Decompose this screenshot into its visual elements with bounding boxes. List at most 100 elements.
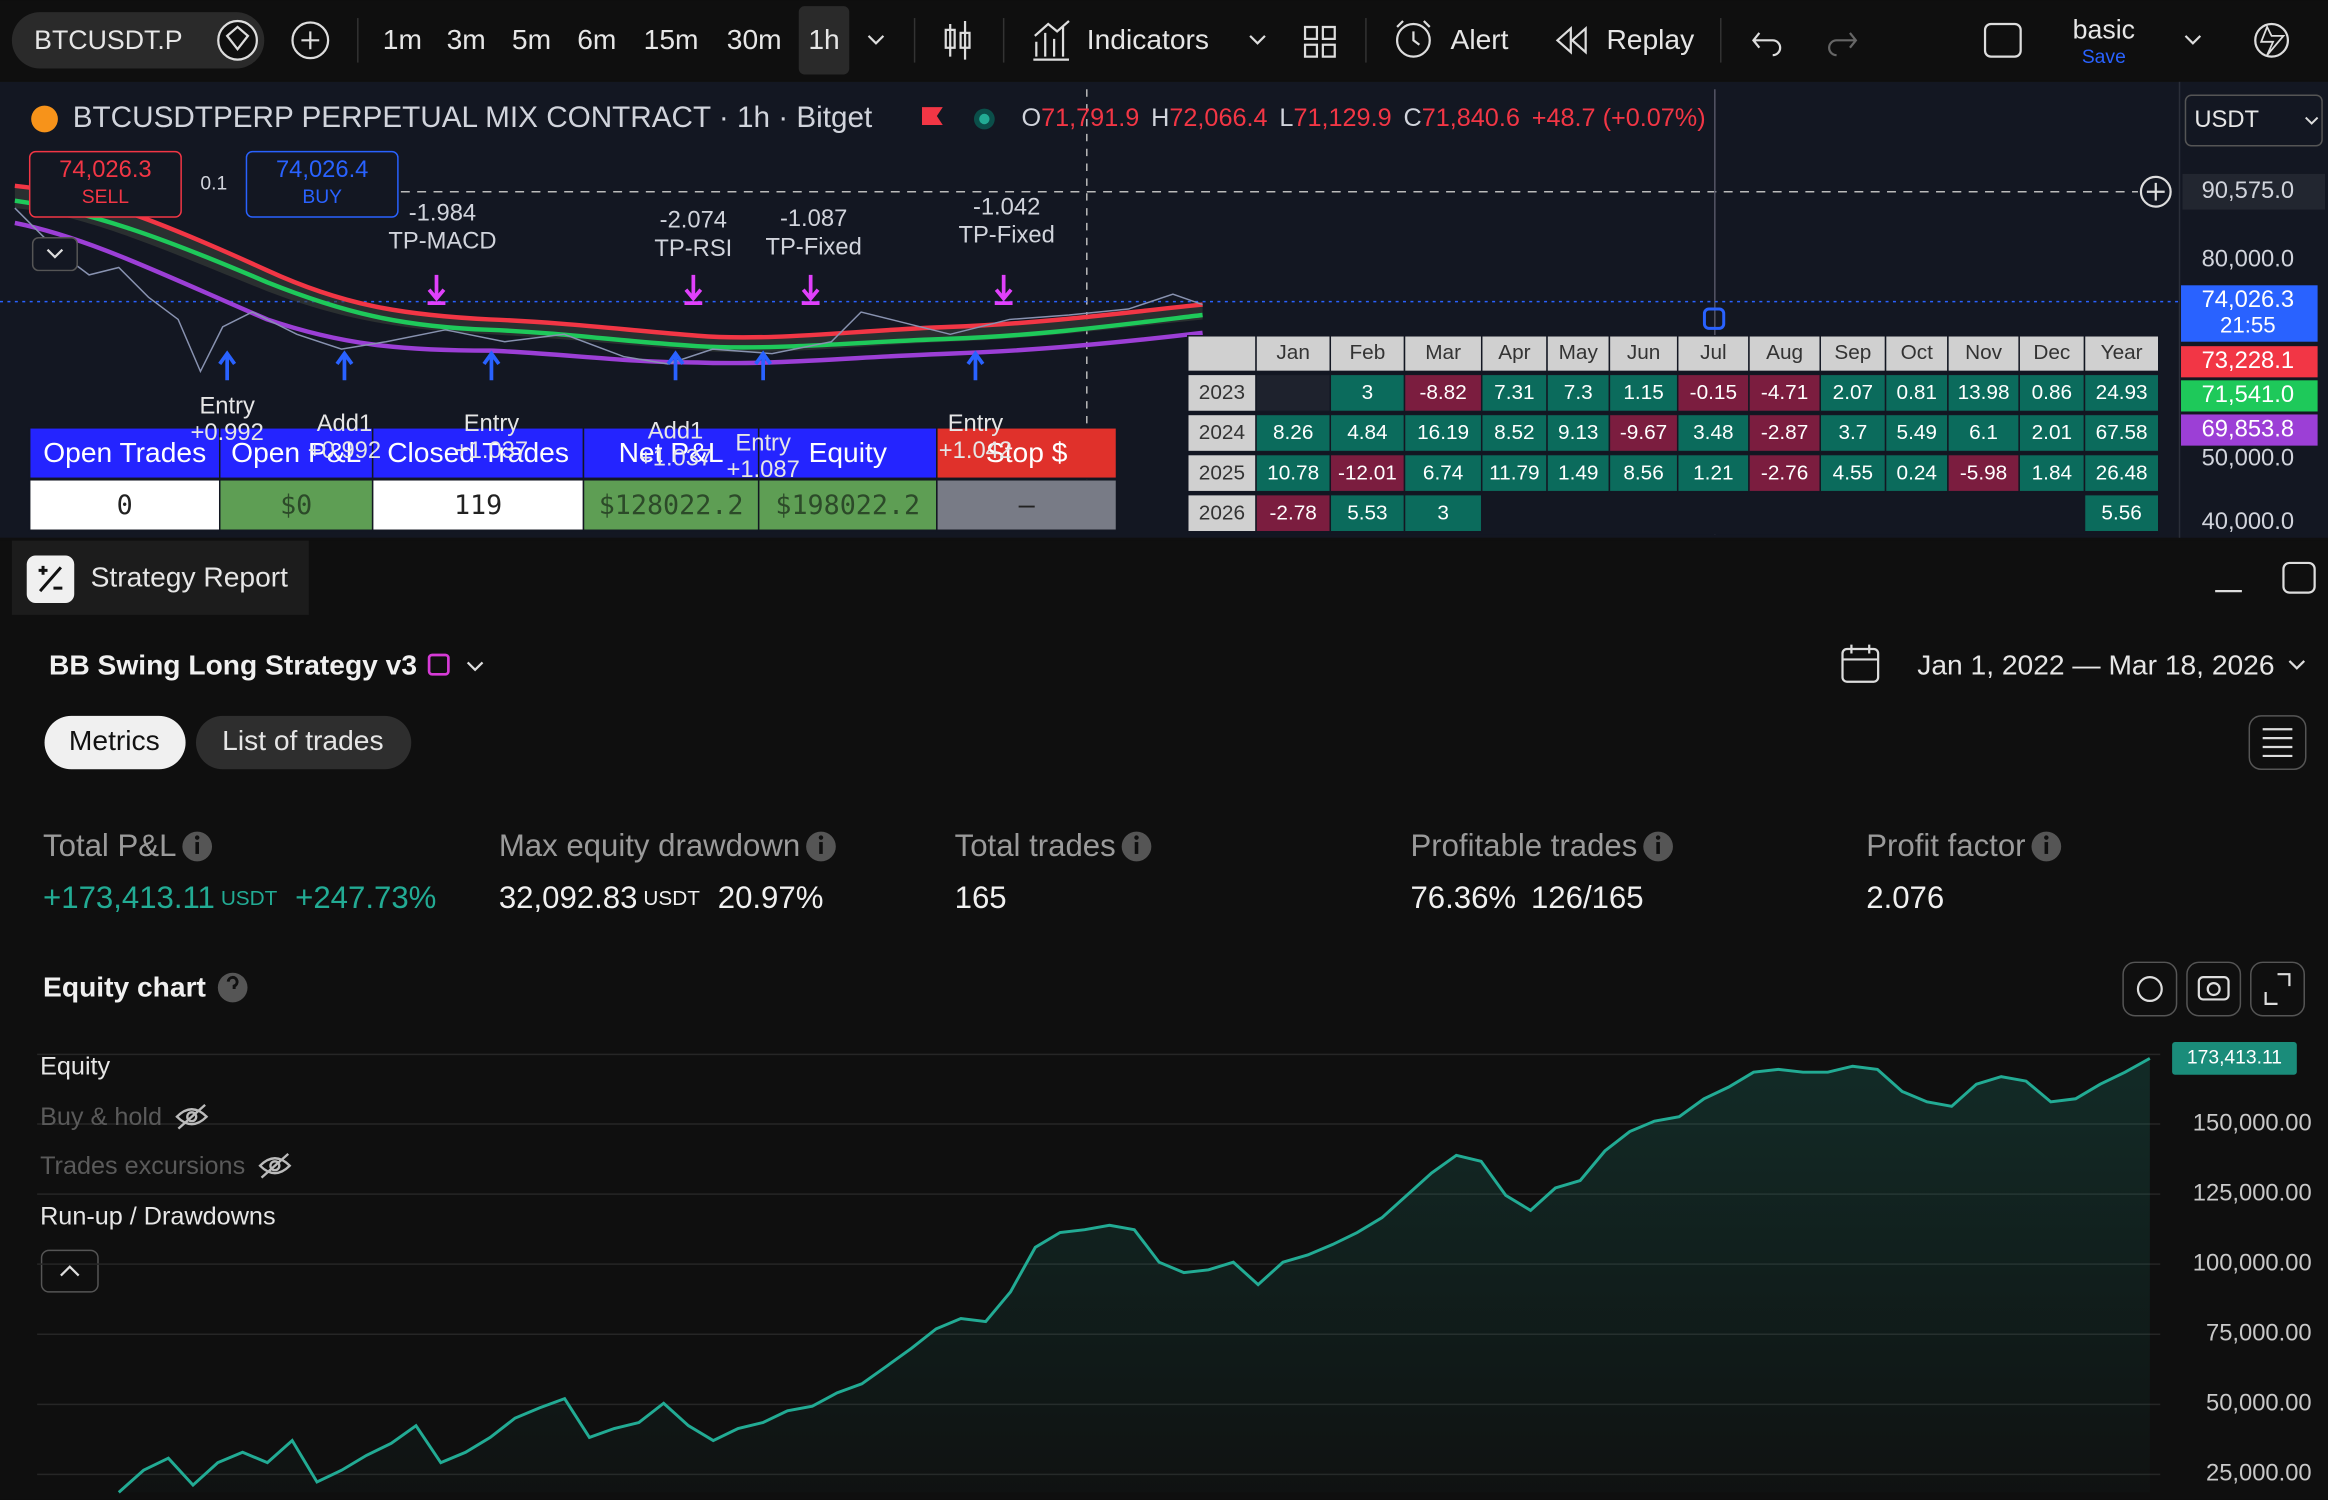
indicators[interactable]: Indicators [1087, 23, 1209, 55]
return-value: 67.58 [2096, 421, 2148, 444]
table-cell [582, 479, 760, 532]
collapse-button[interactable] [31, 237, 78, 272]
return-value: -5.98 [1960, 461, 2007, 484]
metric: +173,413.11 USDT +247.73% [43, 880, 436, 915]
sell-button[interactable] [28, 150, 182, 218]
indicators-icon[interactable] [1033, 20, 1070, 61]
info-glyph [1134, 842, 1139, 854]
hidden-icon-pupil [186, 1111, 198, 1123]
return-value: 3 [1362, 381, 1374, 404]
return-value: 9.13 [1558, 421, 1598, 444]
symbol[interactable]: BTCUSDT.P [34, 25, 182, 55]
return-cell [1884, 373, 1949, 413]
info-glyph [819, 842, 823, 854]
templates-button[interactable] [1303, 25, 1336, 58]
report-tab-title[interactable]: Strategy Report [91, 561, 289, 593]
indicators-dropdown[interactable] [1249, 35, 1266, 45]
return-value: 0.81 [1897, 381, 1937, 404]
hidden-icon[interactable] [258, 1152, 292, 1179]
buy-price[interactable]: 74,026.4 [276, 156, 368, 183]
replay-icon[interactable] [1555, 25, 1587, 55]
fullscreen-button[interactable] [2250, 961, 2305, 1017]
add-symbol-button[interactable] [291, 21, 330, 60]
return-cell [1255, 413, 1332, 453]
legend-item-hidden[interactable]: Buy & hold [40, 1103, 162, 1131]
interval[interactable]: 5m [512, 23, 551, 55]
interval[interactable]: 15m [644, 23, 699, 55]
interval[interactable]: 1h [808, 23, 839, 55]
save[interactable]: Save [2082, 47, 2126, 68]
redo-button[interactable] [1828, 32, 1858, 57]
layout-button[interactable] [1983, 22, 2022, 58]
legend-toggle[interactable]: Run-up / Drawdowns [40, 1202, 275, 1230]
return-value: 3.48 [1693, 421, 1733, 444]
price-tag [2181, 285, 2318, 342]
undo-button[interactable] [1751, 32, 1782, 57]
return-value: 5.53 [1347, 501, 1387, 524]
interval[interactable]: 6m [577, 23, 616, 55]
anchor-handle[interactable] [1702, 307, 1726, 330]
currency-select[interactable] [2184, 94, 2323, 147]
collapse-legend-button[interactable] [40, 1249, 99, 1293]
active-interval[interactable] [798, 6, 850, 75]
table-header: Stop $ [986, 436, 1068, 468]
snapshot-button[interactable] [2186, 961, 2242, 1017]
replay[interactable]: Replay [1606, 23, 1695, 55]
hidden-icon[interactable] [175, 1103, 209, 1130]
quick-search[interactable] [2254, 22, 2290, 58]
interval[interactable]: 30m [727, 23, 782, 55]
currency[interactable]: USDT [2194, 106, 2259, 133]
coin-icon [31, 105, 58, 133]
metric-unit: USDT [221, 887, 278, 910]
return-value: 13.98 [1958, 381, 2010, 404]
return-cell [1546, 413, 1611, 453]
return-value: 5.49 [1897, 421, 1937, 444]
table-header-cell [28, 427, 221, 480]
buy-button[interactable] [245, 150, 399, 218]
date-dropdown[interactable] [2288, 660, 2306, 670]
price-change: +48.7 (+0.07%) [1532, 104, 1706, 132]
month-header-cell [1748, 335, 1821, 373]
camera-lens [2206, 981, 2221, 997]
metrics-tab[interactable] [44, 715, 186, 770]
interval-dropdown[interactable] [867, 35, 885, 45]
return-cell [1608, 413, 1679, 453]
plus-icon [301, 31, 320, 50]
layout-name[interactable]: basic [2073, 14, 2135, 44]
return-value: 3 [1437, 501, 1449, 524]
alert-icon[interactable] [1395, 22, 1431, 58]
settings-button[interactable] [2248, 715, 2307, 771]
sell-label[interactable]: SELL [82, 187, 129, 208]
return-cell [1884, 413, 1949, 453]
symbol-icon[interactable] [217, 19, 258, 61]
chart-type-button[interactable] [944, 21, 971, 60]
return-cell [1546, 373, 1611, 413]
legend-item-hidden[interactable]: Trades excursions [40, 1152, 245, 1180]
interval[interactable]: 3m [447, 23, 486, 55]
return-cell [1676, 373, 1750, 413]
sell-price[interactable]: 74,026.3 [59, 156, 151, 183]
chart-settings-button[interactable] [2122, 961, 2178, 1017]
trades-tab[interactable] [195, 715, 412, 770]
maximize-button[interactable] [2282, 561, 2316, 594]
symbol-pill[interactable] [11, 12, 265, 69]
legend-item[interactable]: Equity [40, 1052, 110, 1080]
strategy-dropdown[interactable] [466, 661, 484, 672]
toolbar [0, 0, 2328, 81]
y-tick-label: 75,000.00 [2206, 1320, 2312, 1347]
layout-dropdown[interactable] [2184, 35, 2202, 45]
month-header-cell [1187, 335, 1257, 373]
y-tick-label: 100,000.00 [2193, 1249, 2312, 1276]
interval[interactable]: 1m [383, 23, 422, 55]
metrics-tab-label[interactable]: Metrics [69, 724, 160, 756]
trades-tab-label[interactable]: List of trades [222, 724, 383, 756]
date-range[interactable]: Jan 1, 2022 — Mar 18, 2026 [1917, 648, 2274, 680]
add-alert-button[interactable] [2139, 175, 2172, 208]
buy-label[interactable]: BUY [302, 187, 342, 208]
alert[interactable]: Alert [1451, 23, 1509, 55]
strategy-calendar-icon[interactable] [427, 653, 450, 676]
return-cell [1403, 453, 1483, 493]
return-value: -2.78 [1269, 501, 1316, 524]
return-cell [1329, 493, 1406, 533]
calendar-icon[interactable] [1841, 647, 1880, 683]
